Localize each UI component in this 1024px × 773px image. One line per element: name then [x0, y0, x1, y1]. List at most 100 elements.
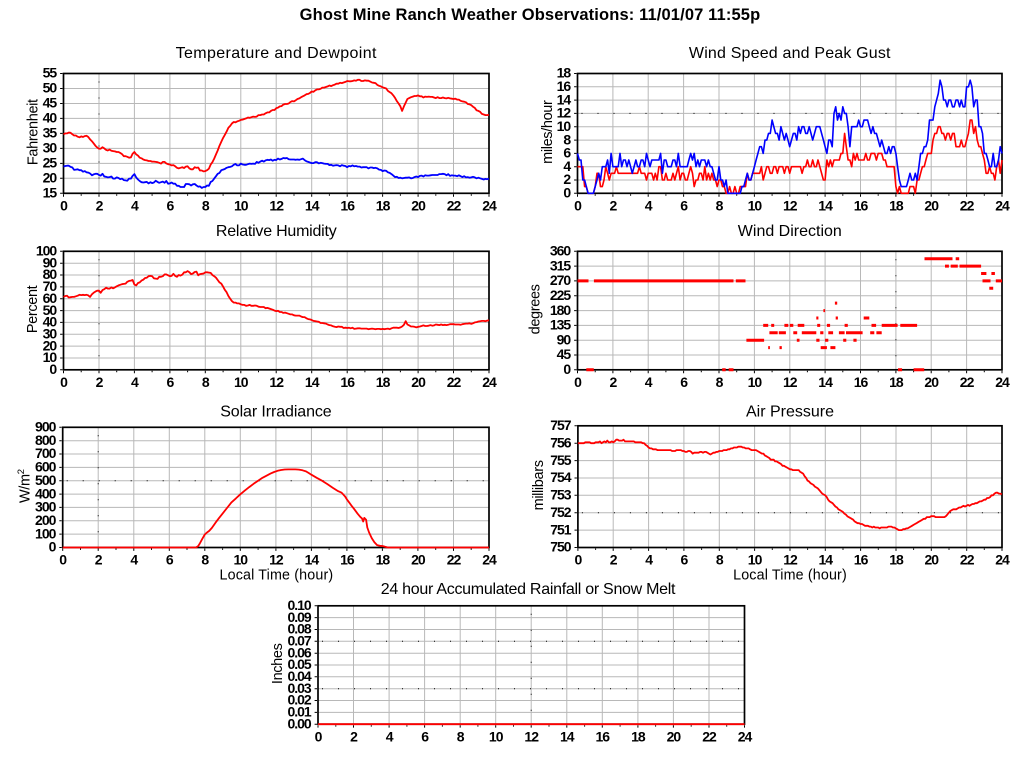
- svg-text:25: 25: [43, 155, 58, 171]
- svg-text:2: 2: [610, 198, 618, 214]
- svg-text:0.00: 0.00: [287, 715, 311, 731]
- svg-text:0.02: 0.02: [287, 692, 311, 708]
- svg-text:14: 14: [305, 552, 320, 568]
- svg-text:755: 755: [550, 452, 572, 468]
- svg-text:45: 45: [557, 346, 572, 362]
- svg-text:0.08: 0.08: [287, 621, 311, 637]
- svg-text:8: 8: [202, 374, 210, 390]
- svg-text:0.09: 0.09: [287, 609, 311, 625]
- svg-text:4: 4: [645, 374, 653, 390]
- svg-text:14: 14: [818, 374, 833, 390]
- svg-text:600: 600: [35, 459, 57, 475]
- svg-text:0: 0: [574, 374, 582, 390]
- svg-text:20: 20: [43, 170, 58, 186]
- svg-text:500: 500: [35, 472, 57, 488]
- svg-text:20: 20: [43, 337, 58, 353]
- svg-text:90: 90: [43, 254, 58, 270]
- svg-text:6: 6: [167, 198, 175, 214]
- svg-text:12: 12: [783, 198, 798, 214]
- svg-text:225: 225: [550, 287, 572, 303]
- svg-text:20: 20: [924, 198, 939, 214]
- svg-text:900: 900: [35, 419, 57, 435]
- svg-text:315: 315: [550, 257, 572, 273]
- svg-text:0: 0: [60, 374, 68, 390]
- svg-text:30: 30: [43, 140, 58, 156]
- svg-text:14: 14: [560, 728, 575, 744]
- svg-text:Inches: Inches: [270, 643, 286, 684]
- svg-text:2: 2: [96, 374, 104, 390]
- svg-text:16: 16: [854, 198, 869, 214]
- svg-text:0.04: 0.04: [287, 668, 311, 684]
- svg-text:180: 180: [550, 302, 572, 318]
- svg-text:10: 10: [557, 118, 572, 134]
- svg-text:W/m2: W/m2: [16, 469, 34, 503]
- svg-text:22: 22: [447, 552, 462, 568]
- svg-text:750: 750: [550, 539, 572, 555]
- svg-text:Solar Irradiance: Solar Irradiance: [220, 404, 332, 421]
- svg-text:2: 2: [563, 171, 571, 187]
- svg-text:2: 2: [96, 198, 104, 214]
- svg-text:Local Time (hour): Local Time (hour): [733, 567, 847, 583]
- svg-text:miles/hour: miles/hour: [540, 100, 556, 164]
- svg-text:6: 6: [421, 728, 429, 744]
- svg-text:0.01: 0.01: [287, 704, 311, 720]
- svg-text:8: 8: [716, 552, 724, 568]
- svg-text:4: 4: [563, 158, 571, 174]
- svg-text:22: 22: [702, 728, 717, 744]
- svg-text:22: 22: [960, 374, 975, 390]
- svg-text:18: 18: [889, 198, 904, 214]
- svg-text:4: 4: [131, 198, 139, 214]
- svg-text:20: 20: [411, 374, 426, 390]
- svg-text:752: 752: [550, 504, 572, 520]
- svg-text:15: 15: [43, 185, 58, 201]
- svg-text:Wind Speed and Peak Gust: Wind Speed and Peak Gust: [689, 45, 891, 62]
- svg-text:40: 40: [43, 314, 58, 330]
- svg-text:12: 12: [269, 552, 284, 568]
- svg-text:60: 60: [43, 290, 58, 306]
- svg-text:14: 14: [305, 198, 320, 214]
- svg-text:0: 0: [563, 185, 571, 201]
- svg-text:0.03: 0.03: [287, 680, 311, 696]
- svg-text:0.10: 0.10: [287, 597, 311, 613]
- svg-text:20: 20: [925, 552, 940, 568]
- svg-text:4: 4: [645, 552, 653, 568]
- svg-text:24: 24: [482, 198, 497, 214]
- svg-text:10: 10: [748, 374, 763, 390]
- svg-text:18: 18: [376, 552, 391, 568]
- svg-text:50: 50: [43, 80, 58, 96]
- svg-text:35: 35: [43, 125, 58, 141]
- svg-text:Air Pressure: Air Pressure: [746, 404, 834, 421]
- svg-text:10: 10: [43, 349, 58, 365]
- svg-text:Wind Direction: Wind Direction: [738, 223, 842, 240]
- svg-text:Fahrenheit: Fahrenheit: [26, 99, 42, 165]
- svg-text:16: 16: [854, 374, 869, 390]
- svg-text:24: 24: [995, 198, 1010, 214]
- svg-text:24: 24: [482, 552, 497, 568]
- svg-text:18: 18: [889, 374, 904, 390]
- svg-text:80: 80: [43, 266, 58, 282]
- svg-text:22: 22: [960, 552, 975, 568]
- svg-text:20: 20: [411, 552, 426, 568]
- svg-text:800: 800: [35, 432, 57, 448]
- svg-text:754: 754: [550, 469, 572, 485]
- svg-text:90: 90: [557, 331, 572, 347]
- svg-text:18: 18: [631, 728, 646, 744]
- svg-text:8: 8: [201, 552, 209, 568]
- svg-text:0: 0: [59, 552, 67, 568]
- svg-text:12: 12: [783, 552, 798, 568]
- svg-text:Ghost Mine Ranch Weather Obser: Ghost Mine Ranch Weather Observations: 1…: [300, 6, 761, 24]
- svg-text:24: 24: [995, 374, 1010, 390]
- svg-text:400: 400: [35, 485, 57, 501]
- svg-text:45: 45: [43, 95, 58, 111]
- svg-text:10: 10: [489, 728, 504, 744]
- svg-text:10: 10: [234, 374, 249, 390]
- svg-text:0: 0: [574, 198, 582, 214]
- svg-text:8: 8: [457, 728, 465, 744]
- svg-text:16: 16: [340, 552, 355, 568]
- svg-text:0.05: 0.05: [287, 656, 311, 672]
- svg-text:4: 4: [131, 374, 139, 390]
- svg-text:16: 16: [854, 552, 869, 568]
- svg-text:8: 8: [563, 131, 571, 147]
- svg-text:0.07: 0.07: [287, 633, 311, 649]
- svg-text:22: 22: [960, 198, 975, 214]
